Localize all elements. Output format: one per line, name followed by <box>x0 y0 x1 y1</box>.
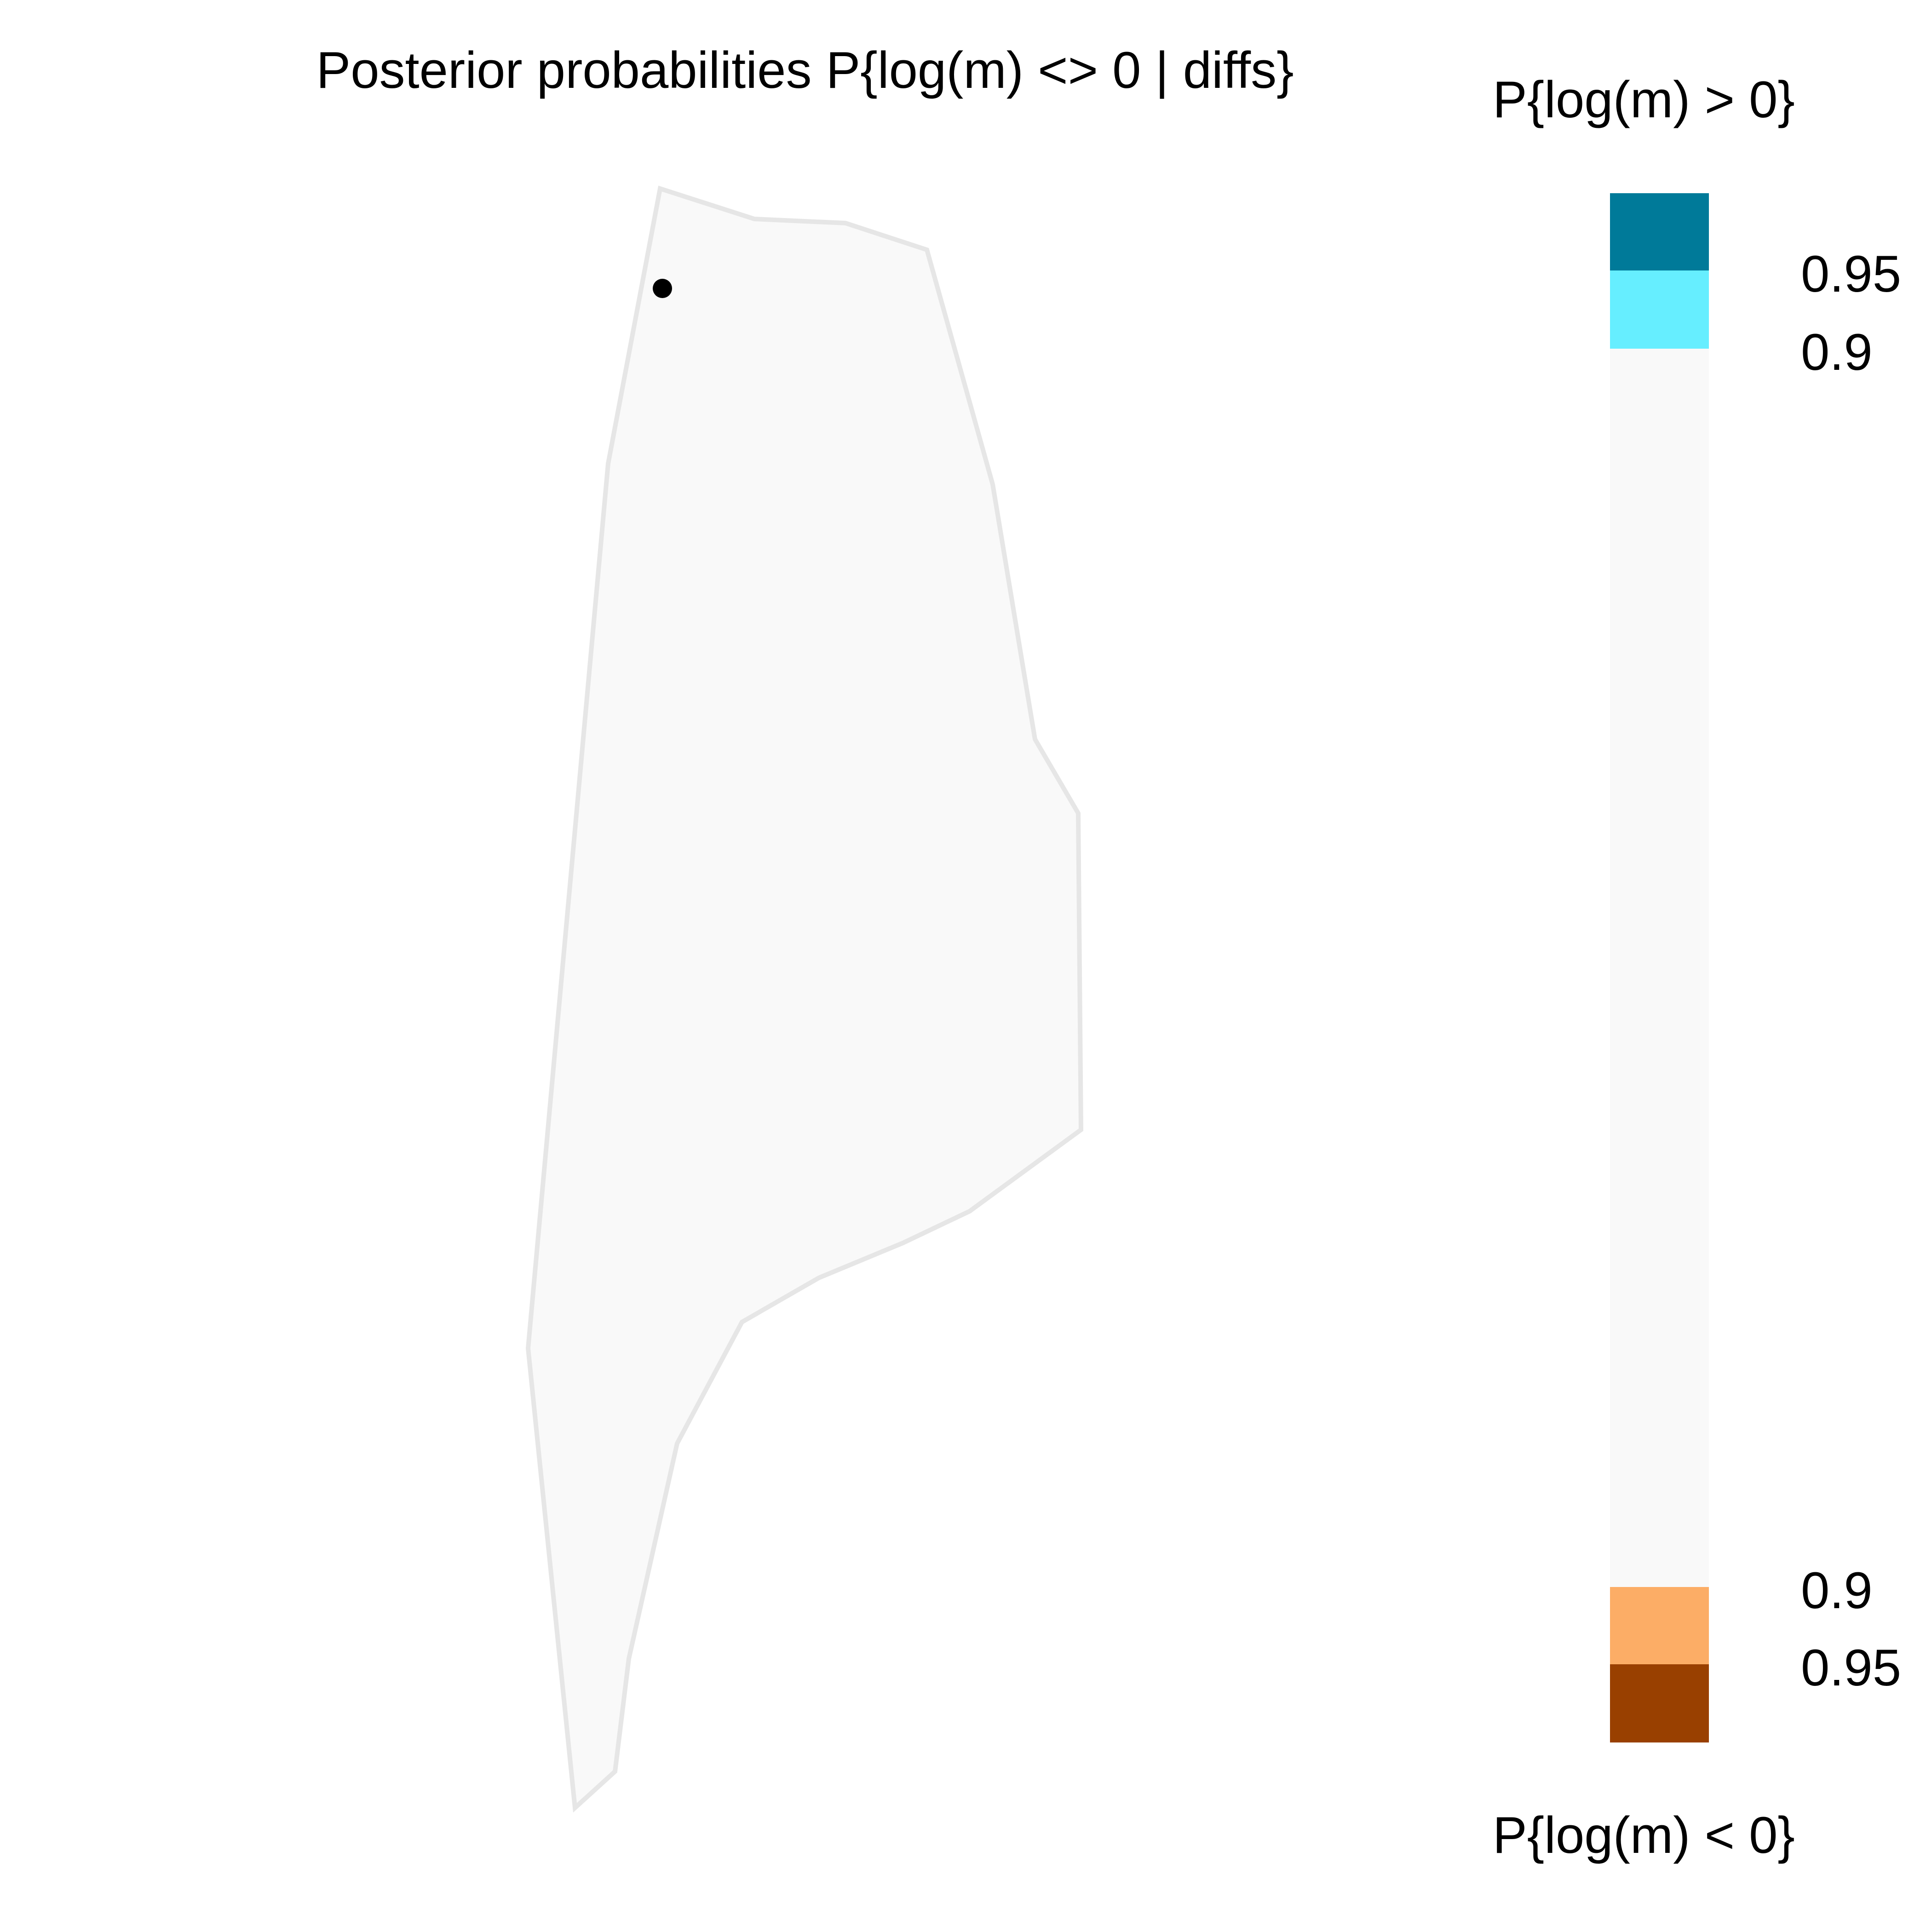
legend-swatch-neutral <box>1610 349 1709 1587</box>
legend-label-upper-090: 0.9 <box>1801 323 1873 381</box>
legend-swatch-less-090 <box>1610 1587 1709 1664</box>
map-title: Posterior probabilities P{log(m) <> 0 | … <box>316 41 1294 99</box>
legend-label-upper-095: 0.95 <box>1801 245 1901 303</box>
habitat-region <box>525 185 1084 1813</box>
legend-label-lower-095: 0.95 <box>1801 1639 1901 1696</box>
legend-swatch-greater-095 <box>1610 193 1709 270</box>
legend-swatch-greater-090 <box>1610 270 1709 349</box>
legend-label-lower-090: 0.9 <box>1801 1562 1873 1619</box>
legend-swatch-less-095 <box>1610 1664 1709 1742</box>
deme-marker <box>653 279 672 298</box>
legend-title-positive: P{log(m) > 0} <box>1493 71 1795 128</box>
legend-title-negative: P{log(m) < 0} <box>1493 1806 1795 1864</box>
